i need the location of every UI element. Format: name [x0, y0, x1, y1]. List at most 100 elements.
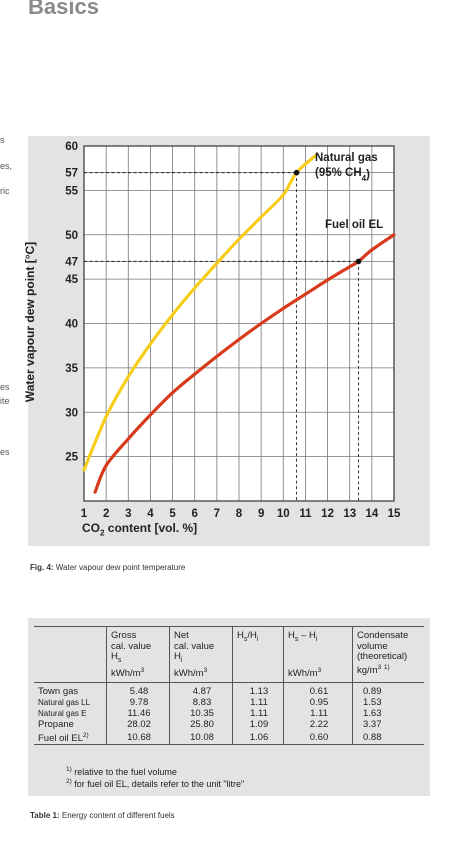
footnote-2: 2) for fuel oil EL, details refer to the… [66, 778, 245, 789]
header-net-unit: kWh/m3 [174, 667, 208, 680]
header-diff-text: Hs – Hi [288, 630, 318, 643]
y-tick-label: 57 [65, 168, 78, 180]
cell-condensate: 0.89 [352, 682, 424, 698]
cell-gross: 5.48 [106, 682, 170, 698]
header-gross: Gross cal. value Hs kWh/m3 [106, 626, 170, 683]
y-tick-label: 55 [65, 185, 78, 197]
cell-condensate: 1.63 [352, 708, 424, 720]
header-net-line: Net [174, 630, 189, 641]
header-gross-line: Gross [111, 630, 137, 641]
header-gross-unit: kWh/m3 [111, 667, 145, 680]
cell-net: 8.83 [169, 697, 233, 709]
series-line [93, 233, 396, 494]
x-tick-label: 15 [388, 508, 401, 520]
header-net-symbol: Hi [174, 651, 183, 664]
x-tick-label: 10 [277, 508, 290, 520]
x-tick-label: 1 [81, 508, 88, 520]
cell-net: 25.80 [169, 719, 233, 731]
cell-diff: 2.22 [283, 719, 353, 731]
x-tick-label: 9 [258, 508, 264, 520]
x-tick-label: 5 [169, 508, 176, 520]
margin-fragment: es [0, 382, 10, 392]
header-net: Net cal. value Hi kWh/m3 [169, 626, 233, 683]
cell-fuel: Natural gas E [38, 709, 87, 719]
cell-fuel: Propane [38, 719, 74, 731]
margin-fragment: es, [0, 161, 13, 171]
series-line [82, 153, 319, 472]
cell-diff: 0.60 [283, 730, 353, 745]
figure-caption: Fig. 4: Water vapour dew point temperatu… [30, 563, 185, 572]
y-tick-label: 50 [65, 230, 78, 242]
header-net-line: cal. value [174, 640, 215, 652]
cell-ratio: 1.11 [232, 708, 284, 720]
x-tick-label: 6 [192, 508, 198, 520]
cell-diff: 0.95 [283, 697, 353, 709]
footnote-1: 1) relative to the fuel volume [66, 766, 177, 777]
series-label-fuel-oil: Fuel oil EL [325, 219, 383, 231]
x-tick-label: 3 [125, 508, 131, 520]
cell-ratio: 1.06 [232, 730, 284, 745]
cell-condensate: 0.88 [352, 730, 424, 745]
y-axis-label: Water vapour dew point [°C] [23, 241, 37, 403]
cell-diff: 0.61 [283, 682, 353, 698]
cell-ratio: 1.11 [232, 697, 284, 709]
header-fuel [34, 627, 107, 683]
header-gross-line: cal. value [111, 640, 152, 652]
cell-gross: 10.68 [106, 730, 170, 745]
header-ratio-text: Hs/Hi [237, 630, 259, 643]
table-header-row: Gross cal. value Hs kWh/m3 Net cal. valu… [34, 626, 424, 683]
cell-fuel: Town gas [38, 686, 79, 698]
x-tick-label: 14 [365, 508, 378, 520]
y-tick-label: 40 [65, 319, 78, 331]
margin-fragment: s [0, 135, 5, 145]
y-tick-label: 25 [65, 452, 78, 464]
header-ratio: Hs/Hi [232, 626, 284, 683]
figure-caption-text: Water vapour dew point temperature [53, 563, 186, 572]
cell-condensate: 1.53 [352, 697, 424, 709]
fuel-energy-table: Gross cal. value Hs kWh/m3 Net cal. valu… [34, 626, 424, 745]
table-row: Town gas 5.48 4.87 1.13 0.61 0.89 [34, 682, 424, 698]
header-diff: Hs – Hi kWh/m3 [283, 626, 353, 683]
x-axis-label: CO2 content [vol. %] [82, 521, 198, 538]
figure-caption-label: Fig. 4: [30, 563, 54, 572]
table-caption-text: Energy content of different fuels [59, 811, 175, 820]
cell-gross: 11.46 [106, 708, 170, 720]
x-tick-label: 13 [343, 508, 356, 520]
table-caption: Table 1: Energy content of different fue… [30, 811, 175, 820]
x-tick-label: 2 [103, 508, 109, 520]
table-row: Propane 28.02 25.80 1.09 2.22 3.37 [34, 719, 424, 731]
y-tick-label: 30 [65, 407, 78, 419]
y-tick-label: 47 [65, 256, 78, 268]
annotation-point [355, 258, 362, 265]
table-row: Fuel oil EL2) 10.68 10.08 1.06 0.60 0.88 [34, 730, 424, 745]
header-cond-line: Condensate [357, 630, 409, 641]
margin-fragment: ric [0, 186, 10, 196]
header-cond-line: volume [357, 640, 388, 652]
table-caption-label: Table 1: [30, 811, 60, 820]
x-tick-label: 12 [321, 508, 334, 520]
margin-fragment: ite [0, 396, 10, 406]
section-header: Basics [28, 0, 99, 19]
x-tick-label: 8 [236, 508, 243, 520]
series-label-natural-gas: Natural gas [315, 152, 378, 164]
cell-fuel: Fuel oil EL2) [38, 732, 89, 745]
y-tick-label: 45 [65, 274, 78, 286]
series-label-natural-gas-detail: (95% CH4) [315, 167, 370, 183]
cell-ratio: 1.09 [232, 719, 284, 731]
table-panel: Gross cal. value Hs kWh/m3 Net cal. valu… [28, 618, 430, 796]
cell-diff: 1.11 [283, 708, 353, 720]
cell-net: 4.87 [169, 682, 233, 698]
margin-fragment: es [0, 447, 10, 457]
x-tick-label: 4 [147, 508, 154, 520]
x-tick-label: 11 [299, 508, 312, 520]
cell-fuel: Natural gas LL [38, 698, 91, 708]
x-tick-label: 7 [214, 508, 220, 520]
cell-condensate: 3.37 [352, 719, 424, 731]
header-cond-unit: kg/m3 1) [357, 663, 390, 676]
header-diff-unit: kWh/m3 [288, 667, 322, 680]
cell-ratio: 1.13 [232, 682, 284, 698]
header-cond-line: (theoretical) [357, 651, 408, 662]
y-tick-label: 60 [65, 141, 78, 153]
plot-frame [83, 145, 395, 502]
